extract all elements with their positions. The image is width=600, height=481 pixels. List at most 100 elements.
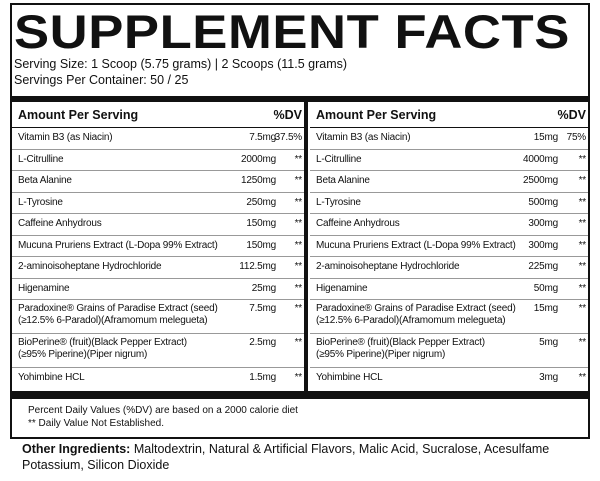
ingredient-name: (≥12.5% 6-Paradol)(Aframomum melegueta)	[18, 315, 208, 326]
ingredient-name: Mucuna Pruriens Extract (L-Dopa 99% Extr…	[316, 239, 516, 251]
row-rule	[12, 191, 304, 193]
ingredient-name: L-Tyrosine	[316, 196, 361, 208]
daily-value: **	[578, 337, 587, 348]
row-rule	[12, 148, 304, 150]
footnote: Percent Daily Values (%DV) are based on …	[28, 405, 298, 416]
ingredient-name: (≥12.5% 6-Paradol)(Aframomum melegueta)	[316, 315, 506, 326]
row-rule	[310, 367, 588, 368]
ingredient-name: Mucuna Pruriens Extract (L-Dopa 99% Extr…	[18, 239, 218, 251]
amount: 1250mg	[241, 175, 276, 186]
row-rule	[12, 256, 304, 257]
column-header: Amount Per Serving	[316, 108, 437, 122]
amount: 500mg	[528, 196, 558, 208]
row-rule	[310, 333, 588, 334]
amount: 4000mg	[523, 153, 558, 165]
ingredient-name: Paradoxine® Grains of Paradise Extract (…	[316, 303, 516, 314]
amount: 112.5mg	[239, 261, 276, 272]
amount: 7.5mg	[249, 303, 276, 314]
amount: 150mg	[246, 239, 276, 251]
daily-value: **	[294, 196, 303, 208]
daily-value: **	[294, 303, 303, 314]
ingredient-name: Beta Alanine	[316, 175, 370, 186]
amount: 3mg	[539, 372, 558, 383]
column-header: %DV	[273, 108, 302, 122]
row-rule	[310, 127, 588, 128]
amount: 150mg	[246, 218, 276, 229]
row-rule	[12, 234, 304, 236]
ingredient-name: L-Citrulline	[18, 153, 64, 165]
daily-value: **	[294, 239, 303, 251]
daily-value: **	[578, 239, 587, 251]
column-header: Amount Per Serving	[18, 108, 139, 122]
daily-value: **	[578, 372, 587, 383]
amount: 50mg	[533, 282, 558, 294]
ingredient-name: Paradoxine® Grains of Paradise Extract (…	[18, 303, 218, 314]
daily-value: **	[578, 153, 587, 165]
amount: 7.5mg	[249, 132, 276, 143]
label-box	[10, 3, 590, 439]
amount: 15mg	[533, 303, 558, 314]
row-rule	[310, 277, 588, 279]
title: SUPPLEMENT FACTS	[14, 5, 570, 58]
row-rule	[310, 234, 588, 236]
daily-value: **	[294, 372, 303, 383]
ingredient-name: Beta Alanine	[18, 175, 72, 186]
amount: 225mg	[528, 261, 558, 272]
servings-per-container: Servings Per Container: 50 / 25	[14, 73, 189, 87]
ingredient-name: BioPerine® (fruit)(Black Pepper Extract)	[18, 337, 187, 348]
other-ingredients: Other Ingredients: Maltodextrin, Natural…	[22, 441, 582, 473]
daily-value: **	[578, 282, 587, 294]
amount: 250mg	[246, 196, 276, 208]
ingredient-name: Vitamin B3 (as Niacin)	[316, 132, 411, 143]
row-rule	[310, 191, 588, 193]
row-rule	[12, 299, 304, 300]
column-header: %DV	[557, 108, 586, 122]
ingredient-name: Higenamine	[18, 282, 70, 294]
ingredient-name: BioPerine® (fruit)(Black Pepper Extract)	[316, 337, 485, 348]
amount: 15mg	[533, 132, 558, 143]
daily-value: **	[294, 261, 303, 272]
daily-value: **	[578, 261, 587, 272]
daily-value: **	[578, 303, 587, 314]
daily-value: 75%	[566, 132, 587, 143]
row-rule	[12, 127, 304, 128]
ingredient-name: Caffeine Anhydrous	[18, 218, 102, 229]
daily-value: 37.5%	[274, 132, 303, 143]
daily-value: **	[578, 175, 587, 186]
ingredient-name: Yohimbine HCL	[18, 372, 85, 383]
amount: 2000mg	[241, 153, 276, 165]
ingredient-name: L-Citrulline	[316, 153, 362, 165]
row-rule	[12, 170, 304, 171]
ingredient-name: 2-aminoisoheptane Hydrochloride	[316, 261, 460, 272]
row-rule	[12, 277, 304, 279]
daily-value: **	[294, 218, 303, 229]
row-rule	[12, 213, 304, 214]
daily-value: **	[294, 282, 303, 294]
serving-size: Serving Size: 1 Scoop (5.75 grams) | 2 S…	[14, 57, 348, 71]
daily-value: **	[294, 153, 303, 165]
row-rule	[310, 170, 588, 171]
other-ingredients-text: Maltodextrin, Natural & Artificial Flavo…	[22, 442, 550, 472]
daily-value: **	[294, 175, 303, 186]
row-rule	[310, 256, 588, 257]
amount: 300mg	[528, 218, 558, 229]
daily-value: **	[578, 218, 587, 229]
ingredient-name: (≥95% Piperine)(Piper nigrum)	[316, 349, 446, 360]
ingredient-name: Yohimbine HCL	[316, 372, 383, 383]
ingredient-name: (≥95% Piperine)(Piper nigrum)	[18, 349, 148, 360]
thick-rule	[10, 391, 590, 399]
amount: 1.5mg	[249, 372, 276, 383]
daily-value: **	[578, 196, 587, 208]
amount: 2.5mg	[249, 337, 276, 348]
row-rule	[12, 333, 304, 334]
amount: 300mg	[528, 239, 558, 251]
row-rule	[310, 213, 588, 214]
daily-value: **	[294, 337, 303, 348]
column-divider	[304, 100, 308, 392]
thick-rule	[10, 96, 590, 102]
ingredient-name: Vitamin B3 (as Niacin)	[18, 132, 113, 143]
ingredient-name: Higenamine	[316, 282, 368, 294]
ingredient-name: Caffeine Anhydrous	[316, 218, 400, 229]
row-rule	[12, 367, 304, 368]
